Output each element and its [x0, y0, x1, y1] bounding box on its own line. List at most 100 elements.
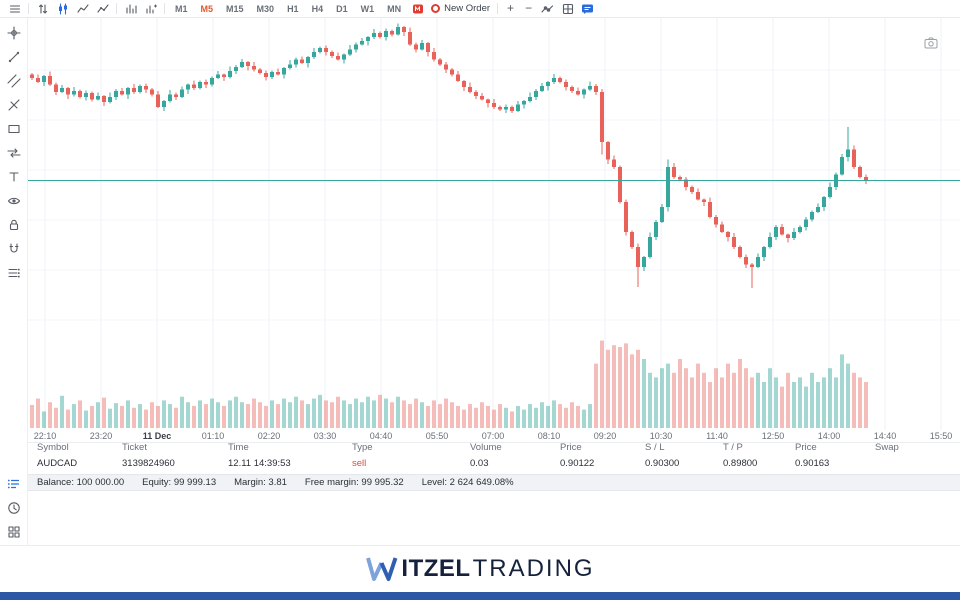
time-tick: 10:30 — [649, 431, 673, 441]
trade-list-icon[interactable] — [7, 477, 21, 491]
header-type: Type — [352, 442, 373, 453]
new-order-button[interactable]: New Order — [431, 3, 490, 14]
logo-w-icon — [366, 557, 398, 581]
cell-time: 12.11 14:39:53 — [228, 458, 291, 469]
chart-canvas[interactable] — [28, 18, 960, 430]
polyline-chart-icon[interactable] — [96, 2, 109, 15]
arrows-tool-icon[interactable] — [6, 146, 21, 160]
header-time: Time — [228, 442, 249, 453]
trend-line-icon[interactable] — [7, 50, 21, 64]
line-chart-icon[interactable] — [76, 2, 89, 15]
magnet-icon[interactable] — [7, 242, 21, 256]
time-tick: 04:40 — [369, 431, 393, 441]
cell-type: sell — [352, 458, 367, 469]
parallel-channel-icon[interactable] — [6, 74, 21, 88]
histogram-icon[interactable] — [124, 2, 137, 15]
crosshair-icon[interactable] — [6, 26, 21, 40]
candlestick-style-icon[interactable] — [56, 2, 69, 15]
zoom-out-button[interactable]: − — [525, 1, 533, 15]
time-tick: 12:50 — [761, 431, 785, 441]
top-toolbar: M1 M5 M15 M30 H1 H4 D1 W1 MN New Order +… — [0, 0, 960, 18]
time-tick: 14:00 — [817, 431, 841, 441]
footer: ITZEL TRADING — [0, 545, 960, 592]
time-tick: 09:20 — [593, 431, 617, 441]
layout-grid-icon[interactable] — [561, 2, 574, 15]
logo-text-light: TRADING — [472, 555, 595, 582]
time-tick: 02:20 — [257, 431, 281, 441]
header-volume: Volume — [470, 442, 502, 453]
footer-accent-bar — [0, 592, 960, 600]
margin-level-value: Level: 2 624 649.08% — [421, 477, 514, 488]
header-price-open: Price — [560, 442, 582, 453]
timeframe-h4[interactable]: H4 — [311, 3, 324, 14]
indicators-icon[interactable] — [541, 2, 554, 15]
time-tick: 11:40 — [706, 431, 728, 441]
time-tick: 22:10 — [33, 431, 57, 441]
history-clock-icon[interactable] — [7, 501, 21, 515]
witzel-trading-logo: ITZEL TRADING — [365, 555, 594, 583]
timeframe-m5[interactable]: M5 — [200, 3, 214, 14]
header-price-current: Price — [795, 442, 817, 453]
account-summary-bar: Balance: 100 000.00 Equity: 99 999.13 Ma… — [28, 474, 960, 491]
lock-icon[interactable] — [7, 218, 21, 232]
header-swap: Swap — [875, 442, 899, 453]
timeframe-d1[interactable]: D1 — [336, 3, 348, 14]
time-tick: 07:00 — [481, 431, 505, 441]
text-tool-icon[interactable] — [7, 170, 21, 184]
toolbar-divider — [116, 3, 117, 14]
cell-stop-loss: 0.90300 — [645, 458, 680, 469]
header-take-profit: T / P — [723, 442, 743, 453]
cell-volume: 0.03 — [470, 458, 489, 469]
drawing-tools-sidebar — [0, 18, 28, 545]
bottom-panel-tabs — [0, 477, 28, 539]
header-ticket: Ticket — [122, 442, 147, 453]
price-chart[interactable] — [28, 18, 960, 430]
header-stop-loss: S / L — [645, 442, 665, 453]
eye-icon[interactable] — [7, 194, 21, 208]
timeframe-mn[interactable]: MN — [387, 3, 402, 14]
cell-symbol: AUDCAD — [37, 458, 78, 469]
cell-price-current: 0.90163 — [795, 458, 830, 469]
camera-icon[interactable] — [924, 36, 938, 49]
toolbar-divider — [497, 3, 499, 14]
toolbar-divider — [28, 3, 29, 14]
time-tick: 11 Dec — [142, 431, 172, 441]
object-list-icon[interactable] — [7, 266, 21, 280]
timeframe-m1[interactable]: M1 — [175, 3, 188, 14]
header-symbol: Symbol — [37, 442, 69, 453]
new-order-icon — [431, 4, 441, 13]
balance-value: Balance: 100 000.00 — [37, 477, 125, 488]
cell-take-profit: 0.89800 — [723, 458, 758, 469]
positions-table-header: Symbol Ticket Time Type Volume Price S /… — [28, 440, 960, 456]
rectangle-tool-icon[interactable] — [7, 122, 21, 136]
timeframe-m30[interactable]: M30 — [256, 3, 275, 14]
zoom-in-button[interactable]: + — [507, 1, 515, 15]
logo-text-bold: ITZEL — [401, 555, 471, 582]
menu-icon[interactable] — [8, 2, 21, 15]
grid-view-icon[interactable] — [7, 525, 21, 539]
time-tick: 08:10 — [537, 431, 561, 441]
cell-price-open: 0.90122 — [560, 458, 595, 469]
timeframe-m15[interactable]: M15 — [226, 3, 244, 14]
cell-ticket: 3139824960 — [122, 458, 175, 469]
time-tick: 01:10 — [201, 431, 225, 441]
time-tick: 03:30 — [313, 431, 337, 441]
pitchfork-icon[interactable] — [7, 98, 21, 112]
time-axis[interactable]: 22:10 23:20 11 Dec 01:10 02:20 03:30 04:40 05:5… — [28, 430, 960, 443]
position-row[interactable]: AUDCAD 3139824960 12.11 14:39:53 sell 0.… — [28, 456, 960, 472]
time-tick: 23:20 — [89, 431, 113, 441]
platform-logo-icon[interactable] — [411, 2, 424, 15]
free-margin-value: Free margin: 99 995.32 — [304, 477, 404, 488]
time-tick: 05:50 — [425, 431, 449, 441]
bar-stats-icon[interactable] — [144, 2, 157, 15]
auto-scroll-arrows-icon[interactable] — [36, 2, 49, 15]
timeframe-h1[interactable]: H1 — [287, 3, 299, 14]
toolbar-divider — [164, 3, 165, 14]
equity-value: Equity: 99 999.13 — [142, 477, 217, 488]
margin-value: Margin: 3.81 — [234, 477, 287, 488]
chat-icon[interactable] — [581, 2, 594, 15]
timeframe-w1[interactable]: W1 — [360, 3, 375, 14]
time-tick: 15:50 — [929, 431, 953, 441]
time-tick: 14:40 — [873, 431, 897, 441]
